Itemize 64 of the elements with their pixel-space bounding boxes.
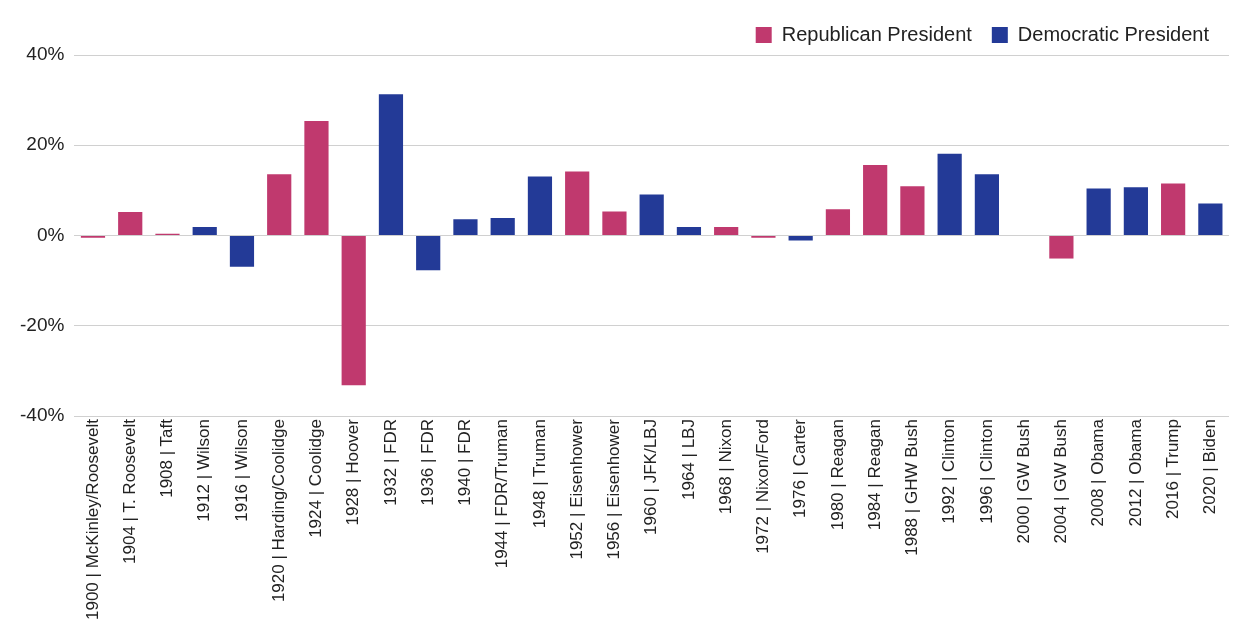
bar <box>118 212 143 236</box>
x-tick-label: 1992 | Clinton <box>939 419 959 524</box>
bar <box>565 171 590 236</box>
x-tick-label: 2016 | Trump <box>1162 419 1182 519</box>
x-tick-label: 1944 | FDR/Truman <box>492 419 512 569</box>
bar <box>1161 183 1186 236</box>
x-tick-label: 1900 | McKinley/Roosevelt <box>82 418 102 621</box>
x-tick-label: 1952 | Eisenhower <box>566 418 586 560</box>
x-tick-label: 1960 | JFK/LBJ <box>641 419 661 535</box>
bar <box>974 174 999 236</box>
bar <box>378 94 404 236</box>
bar <box>341 236 366 386</box>
bar <box>1123 187 1148 236</box>
bar <box>714 226 739 236</box>
bar <box>453 219 478 236</box>
x-tick-label: 1984 | Reagan <box>864 419 884 531</box>
y-tick-label: 20% <box>26 133 65 155</box>
x-tick-label: 1924 | Coolidge <box>306 419 326 538</box>
bar <box>825 209 851 236</box>
bar <box>267 174 292 236</box>
x-tick-label: 2000 | GW Bush <box>1013 419 1033 544</box>
bar <box>863 165 888 236</box>
x-tick-label: 1936 | FDR <box>417 419 437 506</box>
x-tick-label: 1912 | Wilson <box>194 419 214 522</box>
bar <box>192 226 217 236</box>
x-tick-label: 1968 | Nixon <box>715 419 735 515</box>
x-tick-label: 1964 | LBJ <box>678 419 698 501</box>
legend-label: Republican President <box>781 22 973 45</box>
bar <box>937 153 962 236</box>
bar <box>676 226 702 236</box>
x-tick-label: 1996 | Clinton <box>976 419 996 524</box>
x-tick-label: 1904 | T. Roosevelt <box>119 418 139 564</box>
bar <box>304 120 329 236</box>
x-tick-label: 2004 | GW Bush <box>1051 419 1071 544</box>
bar <box>900 186 925 236</box>
bar <box>639 194 664 236</box>
x-tick-label: 1988 | GHW Bush <box>902 419 922 556</box>
y-tick-label: 0% <box>36 223 65 245</box>
x-tick-label: 1980 | Reagan <box>827 419 847 531</box>
y-tick-label: 40% <box>26 43 65 65</box>
x-tick-label: 1932 | FDR <box>380 419 400 506</box>
bar <box>1086 188 1111 236</box>
x-tick-label: 1948 | Truman <box>529 419 549 529</box>
x-tick-label: 1928 | Hoover <box>343 418 363 526</box>
bar <box>1049 236 1074 259</box>
bar <box>602 211 627 236</box>
x-tick-label: 1916 | Wilson <box>231 419 251 522</box>
bar <box>1198 203 1223 236</box>
y-tick-label: -40% <box>20 404 65 426</box>
x-tick-label: 2020 | Biden <box>1200 419 1220 515</box>
x-tick-label: 2008 | Obama <box>1088 418 1108 527</box>
y-tick-label: -20% <box>20 314 65 336</box>
x-tick-label: 1908 | Taft <box>157 418 177 498</box>
bar <box>229 236 255 267</box>
x-tick-label: 1972 | Nixon/Ford <box>753 419 773 554</box>
bar <box>416 236 441 271</box>
x-tick-label: 2012 | Obama <box>1125 418 1145 527</box>
bar <box>527 176 553 236</box>
bar <box>490 217 515 236</box>
x-tick-label: 1976 | Carter <box>790 418 810 518</box>
x-tick-label: 1956 | Eisenhower <box>604 418 624 560</box>
legend-label: Democratic President <box>1017 22 1210 45</box>
x-tick-label: 1920 | Harding/Coolidge <box>268 419 288 603</box>
x-tick-label: 1940 | FDR <box>455 419 475 506</box>
